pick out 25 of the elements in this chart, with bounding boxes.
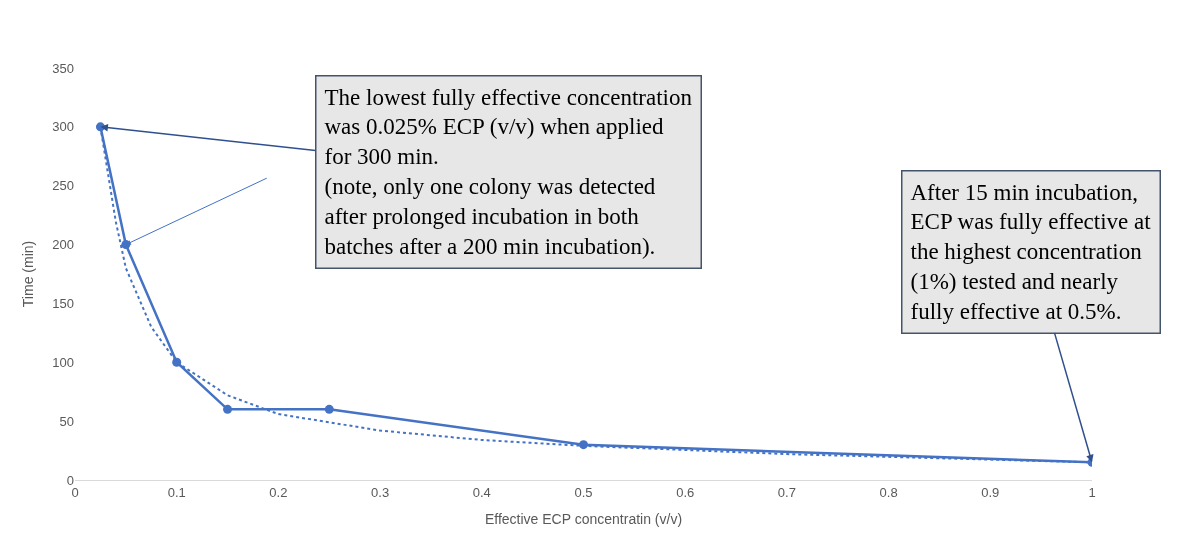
point: [324, 404, 334, 414]
y-tick-label: 300: [52, 119, 74, 135]
x-tick-label: 0.6: [676, 484, 695, 500]
x-tick-label: 0.9: [981, 484, 1000, 500]
y-tick-label: 0: [66, 472, 74, 488]
x-tick-label: 0.2: [269, 484, 288, 500]
y-tick-label: 250: [52, 178, 74, 194]
x-tick-label: 0.1: [167, 484, 186, 500]
x-tick-label: 0.4: [472, 484, 491, 500]
y-tick-label: 50: [59, 413, 74, 429]
y-tick-label: 100: [52, 354, 74, 370]
x-tick-label: 0.7: [777, 484, 796, 500]
y-tick-label: 350: [52, 60, 74, 76]
x-axis-title: Effective ECP concentratin (v/v): [484, 510, 683, 527]
y-tick-label: 200: [52, 237, 74, 253]
x-tick-label: 0.3: [371, 484, 390, 500]
x-tick-label: 0.8: [879, 484, 898, 500]
annotation: The lowest fully effective concentration was 0.025% ECP (v/v) when applied for 300 min. (note, only one colony was detected after prolonged incubation in both batches after a 200 min incubation).: [324, 84, 693, 259]
annotation: After 15 min incubation, ECP was fully effective at the highest concentration (1%) tested and nearly fully effective at 0.5%.: [910, 179, 1152, 325]
point: [223, 404, 233, 414]
x-tick-label: 1: [1088, 484, 1096, 500]
x-tick-label: 0.5: [574, 484, 593, 500]
y-axis-title: Time (min): [19, 240, 36, 308]
point: [579, 440, 588, 450]
y-tick-label: 150: [52, 295, 74, 311]
